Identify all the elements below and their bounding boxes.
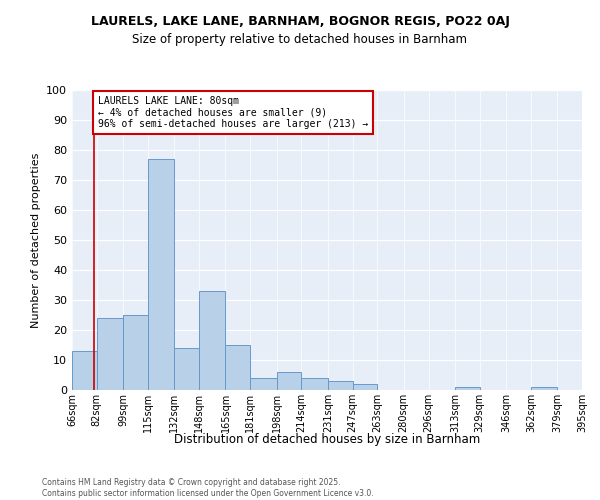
Text: Size of property relative to detached houses in Barnham: Size of property relative to detached ho… xyxy=(133,32,467,46)
Bar xyxy=(97,318,123,390)
Bar xyxy=(72,351,97,390)
Bar xyxy=(250,378,277,390)
Bar xyxy=(226,345,250,390)
Text: LAURELS LAKE LANE: 80sqm
← 4% of detached houses are smaller (9)
96% of semi-det: LAURELS LAKE LANE: 80sqm ← 4% of detache… xyxy=(98,96,368,129)
Y-axis label: Number of detached properties: Number of detached properties xyxy=(31,152,41,328)
Bar xyxy=(531,387,557,390)
Bar xyxy=(148,159,175,390)
Bar xyxy=(353,384,377,390)
Bar xyxy=(123,315,148,390)
Text: Contains HM Land Registry data © Crown copyright and database right 2025.
Contai: Contains HM Land Registry data © Crown c… xyxy=(42,478,374,498)
Text: Distribution of detached houses by size in Barnham: Distribution of detached houses by size … xyxy=(174,432,480,446)
Bar xyxy=(175,348,199,390)
Bar xyxy=(277,372,301,390)
Bar xyxy=(455,387,479,390)
Bar xyxy=(199,291,226,390)
Bar xyxy=(328,381,353,390)
Bar xyxy=(301,378,328,390)
Text: LAURELS, LAKE LANE, BARNHAM, BOGNOR REGIS, PO22 0AJ: LAURELS, LAKE LANE, BARNHAM, BOGNOR REGI… xyxy=(91,15,509,28)
